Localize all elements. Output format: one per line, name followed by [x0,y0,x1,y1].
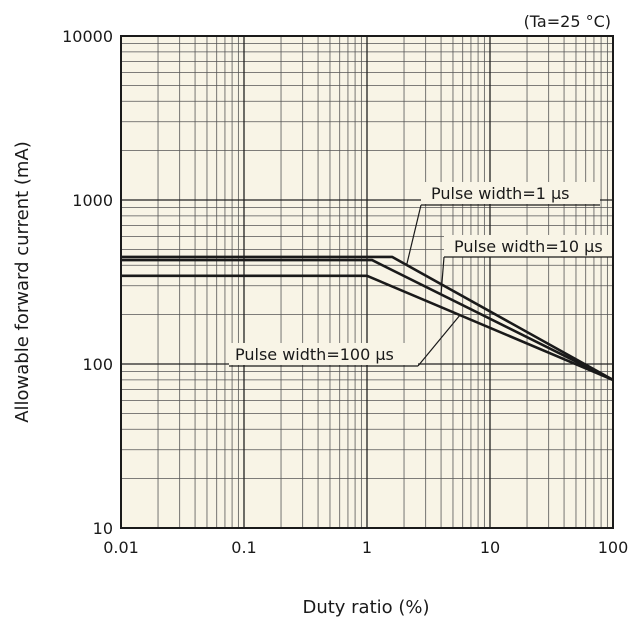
x-axis-title: Duty ratio (%) [302,597,429,618]
x-tick-label: 0.1 [231,538,256,557]
callout-box-2 [444,235,612,257]
x-tick-label: 1 [362,538,372,557]
callout-leader-1 [406,204,422,266]
callout-box-3 [229,343,418,365]
y-axis-title: Allowable forward current (mA) [12,141,33,423]
y-tick-label: 1000 [72,191,113,210]
x-tick-label: 100 [598,538,629,557]
callout-leader-3 [417,314,461,367]
y-tick-labels: 10 100 1000 10000 [62,27,113,538]
series-line-1 [121,255,614,382]
series-line-2 [121,258,614,382]
y-tick-label: 100 [82,355,113,374]
annotations: Pulse width=1 μs Pulse width=10 μs Pulse w… [229,182,612,367]
series-label-2: Pulse width=10 μs [454,237,603,256]
callout-box-1 [421,182,600,204]
y-tick-label: 10 [93,519,113,538]
condition-note: (Ta=25 °C) [524,12,611,31]
minor-gridlines-x [157,36,608,528]
series-label-1: Pulse width=1 μs [431,184,570,203]
callout-leader-2 [440,256,445,295]
series-label-3: Pulse width=100 μs [235,345,394,364]
x-tick-label: 10 [480,538,500,557]
plot-frame [120,35,614,529]
y-tick-label: 10000 [62,27,113,46]
series-line-3 [121,274,614,382]
series-layer [121,255,614,382]
x-tick-labels: 0.01 0.1 1 10 100 [103,538,628,557]
x-tick-label: 0.01 [103,538,139,557]
